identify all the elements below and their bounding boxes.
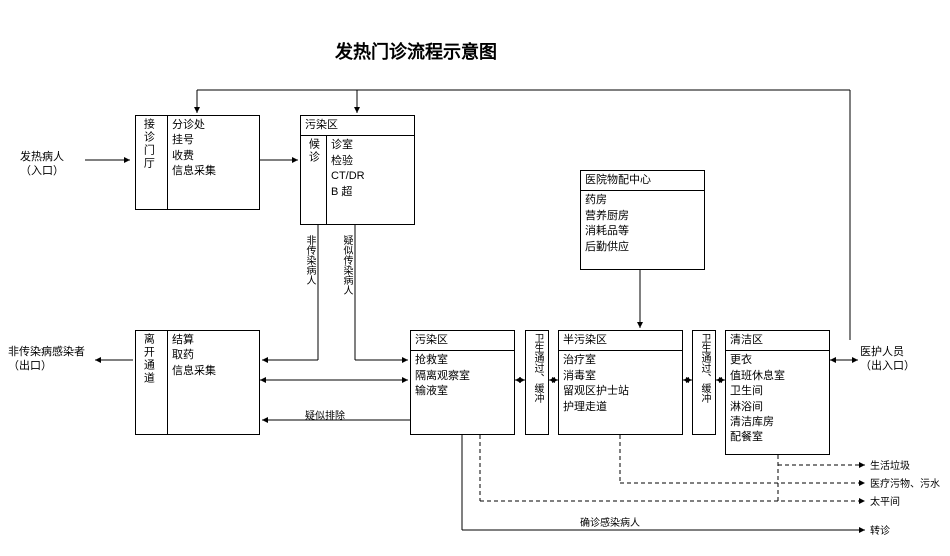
pollution-bottom-l1: 抢救室	[415, 353, 510, 368]
box-semi: 半污染区 治疗室 消毒室 留观区护士站 护理走道	[558, 330, 683, 435]
reception-col1: 接诊门厅	[140, 118, 155, 170]
label-suspect: 疑似传染病人	[340, 235, 353, 295]
box-pass1: 卫生通过、缓冲	[525, 330, 549, 435]
entry-line2: （入口）	[20, 165, 64, 177]
leave-l1: 结算	[172, 333, 255, 348]
supply-l1: 药房	[585, 193, 700, 208]
semi-l1: 治疗室	[563, 353, 678, 368]
pollution-top-l3: CT/DR	[331, 169, 410, 184]
pollution-top-c1: 候诊	[305, 138, 320, 164]
staff-line1: 医护人员	[860, 346, 904, 358]
pollution-bottom-l3: 输液室	[415, 384, 510, 399]
clean-l4: 淋浴间	[730, 400, 825, 415]
entry-label: 发热病人 （入口）	[20, 150, 64, 179]
output-o2: 医疗污物、污水	[870, 478, 940, 491]
leave-l3: 信息采集	[172, 364, 255, 379]
exit-left-line2: （出口）	[8, 360, 52, 372]
pollution-top-l2: 检验	[331, 154, 410, 169]
output-o3: 太平间	[870, 496, 900, 509]
box-supply: 医院物配中心 药房 营养厨房 消耗品等 后勤供应	[580, 170, 705, 270]
pass2-label: 卫生通过、缓冲	[697, 333, 711, 403]
exit-left-label: 非传染病感染者 （出口）	[8, 345, 85, 374]
entry-line1: 发热病人	[20, 151, 64, 163]
supply-header: 医院物配中心	[581, 171, 704, 191]
box-leave: 离开通道 结算 取药 信息采集	[135, 330, 260, 435]
clean-header: 清洁区	[726, 331, 829, 351]
box-pollution-top: 污染区 候诊 诊室 检验 CT/DR B 超	[300, 115, 415, 225]
output-o4: 转诊	[870, 525, 890, 538]
exit-left-line1: 非传染病感染者	[8, 346, 85, 358]
semi-l4: 护理走道	[563, 400, 678, 415]
supply-l4: 后勤供应	[585, 240, 700, 255]
box-clean: 清洁区 更衣 值班休息室 卫生间 淋浴间 清洁库房 配餐室	[725, 330, 830, 455]
output-o1: 生活垃圾	[870, 460, 910, 473]
pass1-label: 卫生通过、缓冲	[530, 333, 544, 403]
semi-l3: 留观区护士站	[563, 384, 678, 399]
leave-l2: 取药	[172, 348, 255, 363]
semi-header: 半污染区	[559, 331, 682, 351]
box-pass2: 卫生通过、缓冲	[692, 330, 716, 435]
clean-l6: 配餐室	[730, 430, 825, 445]
supply-l3: 消耗品等	[585, 224, 700, 239]
reception-l3: 收费	[172, 149, 255, 164]
box-pollution-bottom: 污染区 抢救室 隔离观察室 输液室	[410, 330, 515, 435]
staff-label: 医护人员 （出入口）	[860, 345, 915, 374]
staff-line2: （出入口）	[860, 360, 915, 372]
clean-l5: 清洁库房	[730, 415, 825, 430]
box-reception: 接诊门厅 分诊处 挂号 收费 信息采集	[135, 115, 260, 210]
pollution-top-l1: 诊室	[331, 138, 410, 153]
clean-l1: 更衣	[730, 353, 825, 368]
reception-l2: 挂号	[172, 133, 255, 148]
clean-l2: 值班休息室	[730, 369, 825, 384]
reception-l4: 信息采集	[172, 164, 255, 179]
label-ruledout: 疑似排除	[305, 410, 345, 423]
reception-l1: 分诊处	[172, 118, 255, 133]
diagram-title: 发热门诊流程示意图	[335, 38, 497, 64]
connector-layer	[0, 0, 950, 556]
pollution-top-l4: B 超	[331, 185, 410, 200]
leave-col1: 离开通道	[140, 333, 155, 385]
clean-l3: 卫生间	[730, 384, 825, 399]
semi-l2: 消毒室	[563, 369, 678, 384]
supply-l2: 营养厨房	[585, 209, 700, 224]
pollution-top-header: 污染区	[301, 116, 414, 136]
pollution-bottom-header: 污染区	[411, 331, 514, 351]
pollution-bottom-l2: 隔离观察室	[415, 369, 510, 384]
label-noninfect: 非传染病人	[303, 235, 316, 285]
label-confirmed: 确诊感染病人	[580, 517, 640, 530]
